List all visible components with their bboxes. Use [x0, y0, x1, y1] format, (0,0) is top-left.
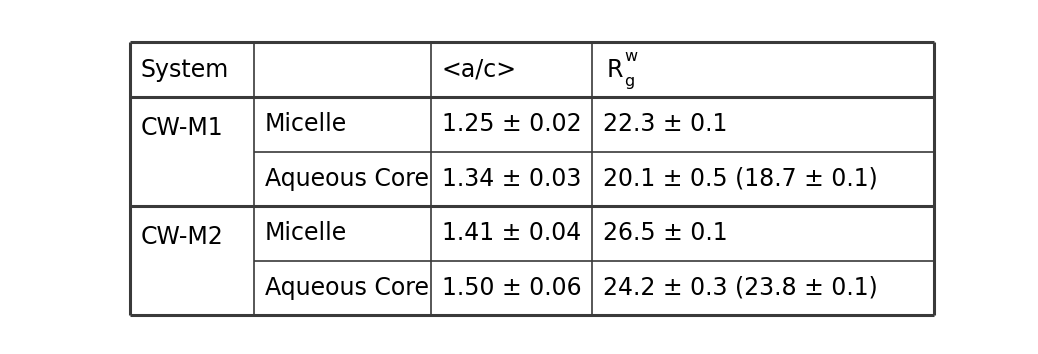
Text: Aqueous Core: Aqueous Core [265, 167, 429, 191]
Text: 22.3 ± 0.1: 22.3 ± 0.1 [603, 112, 728, 136]
Text: <a/c>: <a/c> [442, 58, 517, 82]
Text: g: g [625, 74, 634, 89]
Text: 24.2 ± 0.3 (23.8 ± 0.1): 24.2 ± 0.3 (23.8 ± 0.1) [603, 276, 877, 300]
Text: 1.34 ± 0.03: 1.34 ± 0.03 [442, 167, 581, 191]
Text: Micelle: Micelle [265, 221, 347, 245]
Text: w: w [625, 48, 637, 64]
Text: CW-M1: CW-M1 [140, 115, 223, 139]
Text: System: System [140, 58, 228, 82]
Text: Aqueous Core: Aqueous Core [265, 276, 429, 300]
Text: Micelle: Micelle [265, 112, 347, 136]
Text: R: R [607, 58, 623, 82]
Text: 1.41 ± 0.04: 1.41 ± 0.04 [442, 221, 581, 245]
Text: 26.5 ± 0.1: 26.5 ± 0.1 [603, 221, 728, 245]
Text: 1.50 ± 0.06: 1.50 ± 0.06 [442, 276, 581, 300]
Text: 20.1 ± 0.5 (18.7 ± 0.1): 20.1 ± 0.5 (18.7 ± 0.1) [603, 167, 877, 191]
Text: CW-M2: CW-M2 [140, 224, 223, 249]
Text: 1.25 ± 0.02: 1.25 ± 0.02 [442, 112, 581, 136]
